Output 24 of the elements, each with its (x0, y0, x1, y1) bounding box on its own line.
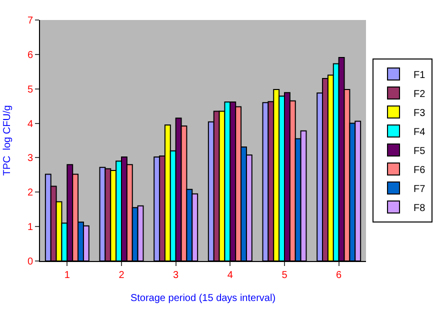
x-tick-label: 6 (336, 270, 342, 281)
y-tick-label: 0 (27, 256, 34, 268)
x-tick-label: 5 (282, 270, 288, 281)
legend-label: F4 (414, 126, 426, 138)
legend-label: F5 (414, 146, 426, 157)
y-tick-label: 5 (27, 84, 34, 96)
x-axis-title: Storage period (15 days interval) (130, 293, 276, 304)
y-tick-label: 3 (27, 153, 34, 164)
y-tick-label: 6 (27, 50, 34, 61)
legend-label: F3 (414, 108, 426, 119)
x-tick-label: 2 (118, 270, 125, 281)
x-tick-label: 1 (64, 270, 70, 281)
legend-label: F8 (414, 202, 426, 214)
y-tick-label: 4 (27, 118, 34, 130)
y-tick-label: 2 (27, 188, 34, 199)
y-axis-title: TPC log CFU/g (2, 105, 13, 176)
legend-label: F2 (414, 88, 426, 100)
legend-label: F6 (414, 164, 426, 176)
legend-label: F1 (414, 70, 426, 81)
y-tick-label: 1 (27, 222, 34, 234)
x-tick-label: 3 (173, 270, 180, 281)
y-tick-label: 7 (27, 16, 34, 26)
legend-label: F7 (414, 184, 426, 195)
x-tick-label: 4 (227, 270, 234, 281)
